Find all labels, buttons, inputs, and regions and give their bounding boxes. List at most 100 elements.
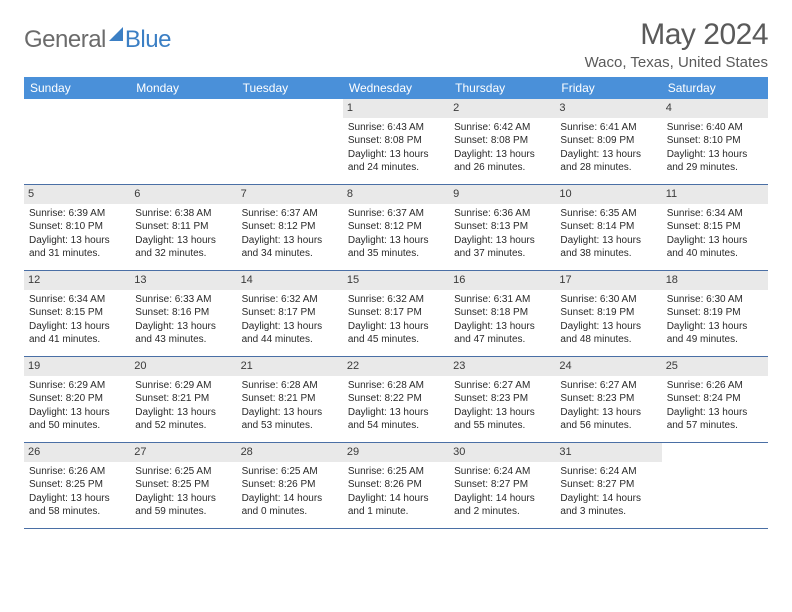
- sunset-line: Sunset: 8:25 PM: [29, 478, 125, 492]
- day-number: 19: [24, 357, 130, 376]
- week-row: 26Sunrise: 6:26 AMSunset: 8:25 PMDayligh…: [24, 443, 768, 529]
- daylight-line: Daylight: 13 hours and 28 minutes.: [560, 148, 656, 175]
- weekday-cell: Sunday: [24, 77, 130, 99]
- sunset-line: Sunset: 8:17 PM: [348, 306, 444, 320]
- sunset-line: Sunset: 8:10 PM: [667, 134, 763, 148]
- weekday-cell: Wednesday: [343, 77, 449, 99]
- day-cell: 12Sunrise: 6:34 AMSunset: 8:15 PMDayligh…: [24, 271, 130, 356]
- week-row: 12Sunrise: 6:34 AMSunset: 8:15 PMDayligh…: [24, 271, 768, 357]
- day-cell: 1Sunrise: 6:43 AMSunset: 8:08 PMDaylight…: [343, 99, 449, 184]
- calendar-weeks: ...1Sunrise: 6:43 AMSunset: 8:08 PMDayli…: [24, 99, 768, 529]
- day-number: 20: [130, 357, 236, 376]
- sunset-line: Sunset: 8:11 PM: [135, 220, 231, 234]
- day-cell: 30Sunrise: 6:24 AMSunset: 8:27 PMDayligh…: [449, 443, 555, 528]
- sunset-line: Sunset: 8:27 PM: [454, 478, 550, 492]
- sunrise-line: Sunrise: 6:32 AM: [242, 293, 338, 307]
- sunset-line: Sunset: 8:27 PM: [560, 478, 656, 492]
- day-number: 5: [24, 185, 130, 204]
- sunrise-line: Sunrise: 6:35 AM: [560, 207, 656, 221]
- sunset-line: Sunset: 8:14 PM: [560, 220, 656, 234]
- sunrise-line: Sunrise: 6:34 AM: [667, 207, 763, 221]
- sunrise-line: Sunrise: 6:26 AM: [29, 465, 125, 479]
- day-cell: 29Sunrise: 6:25 AMSunset: 8:26 PMDayligh…: [343, 443, 449, 528]
- brand-triangle-icon: [109, 27, 123, 41]
- day-cell: 28Sunrise: 6:25 AMSunset: 8:26 PMDayligh…: [237, 443, 343, 528]
- sunrise-line: Sunrise: 6:30 AM: [560, 293, 656, 307]
- day-number: 18: [662, 271, 768, 290]
- day-number: 21: [237, 357, 343, 376]
- sunset-line: Sunset: 8:26 PM: [348, 478, 444, 492]
- day-number: 22: [343, 357, 449, 376]
- sunset-line: Sunset: 8:20 PM: [29, 392, 125, 406]
- day-cell: 23Sunrise: 6:27 AMSunset: 8:23 PMDayligh…: [449, 357, 555, 442]
- day-number: 31: [555, 443, 661, 462]
- sunrise-line: Sunrise: 6:28 AM: [348, 379, 444, 393]
- sunset-line: Sunset: 8:19 PM: [667, 306, 763, 320]
- day-cell: 3Sunrise: 6:41 AMSunset: 8:09 PMDaylight…: [555, 99, 661, 184]
- sunset-line: Sunset: 8:08 PM: [348, 134, 444, 148]
- day-number: 28: [237, 443, 343, 462]
- sunset-line: Sunset: 8:09 PM: [560, 134, 656, 148]
- day-cell: 5Sunrise: 6:39 AMSunset: 8:10 PMDaylight…: [24, 185, 130, 270]
- day-number: 7: [237, 185, 343, 204]
- sunset-line: Sunset: 8:10 PM: [29, 220, 125, 234]
- day-number: 10: [555, 185, 661, 204]
- sunrise-line: Sunrise: 6:39 AM: [29, 207, 125, 221]
- sunrise-line: Sunrise: 6:26 AM: [667, 379, 763, 393]
- daylight-line: Daylight: 13 hours and 53 minutes.: [242, 406, 338, 433]
- daylight-line: Daylight: 13 hours and 38 minutes.: [560, 234, 656, 261]
- sunset-line: Sunset: 8:08 PM: [454, 134, 550, 148]
- page-header: General Blue May 2024 Waco, Texas, Unite…: [24, 18, 768, 71]
- sunset-line: Sunset: 8:26 PM: [242, 478, 338, 492]
- day-number: 11: [662, 185, 768, 204]
- sunrise-line: Sunrise: 6:43 AM: [348, 121, 444, 135]
- sunset-line: Sunset: 8:23 PM: [560, 392, 656, 406]
- daylight-line: Daylight: 13 hours and 34 minutes.: [242, 234, 338, 261]
- day-number: 15: [343, 271, 449, 290]
- day-number: 25: [662, 357, 768, 376]
- brand-part1: General: [24, 26, 106, 54]
- daylight-line: Daylight: 13 hours and 49 minutes.: [667, 320, 763, 347]
- brand-part2: Blue: [125, 26, 171, 54]
- day-cell: .: [24, 99, 130, 184]
- day-number: 23: [449, 357, 555, 376]
- daylight-line: Daylight: 13 hours and 48 minutes.: [560, 320, 656, 347]
- sunrise-line: Sunrise: 6:28 AM: [242, 379, 338, 393]
- day-cell: 6Sunrise: 6:38 AMSunset: 8:11 PMDaylight…: [130, 185, 236, 270]
- day-number: 1: [343, 99, 449, 118]
- day-cell: 16Sunrise: 6:31 AMSunset: 8:18 PMDayligh…: [449, 271, 555, 356]
- sunrise-line: Sunrise: 6:37 AM: [242, 207, 338, 221]
- day-cell: 27Sunrise: 6:25 AMSunset: 8:25 PMDayligh…: [130, 443, 236, 528]
- sunset-line: Sunset: 8:22 PM: [348, 392, 444, 406]
- daylight-line: Daylight: 13 hours and 47 minutes.: [454, 320, 550, 347]
- day-cell: 4Sunrise: 6:40 AMSunset: 8:10 PMDaylight…: [662, 99, 768, 184]
- sunset-line: Sunset: 8:19 PM: [560, 306, 656, 320]
- day-cell: 20Sunrise: 6:29 AMSunset: 8:21 PMDayligh…: [130, 357, 236, 442]
- weekday-cell: Monday: [130, 77, 236, 99]
- sunrise-line: Sunrise: 6:38 AM: [135, 207, 231, 221]
- daylight-line: Daylight: 13 hours and 58 minutes.: [29, 492, 125, 519]
- day-cell: 24Sunrise: 6:27 AMSunset: 8:23 PMDayligh…: [555, 357, 661, 442]
- day-number: 29: [343, 443, 449, 462]
- sunrise-line: Sunrise: 6:33 AM: [135, 293, 231, 307]
- daylight-line: Daylight: 14 hours and 0 minutes.: [242, 492, 338, 519]
- day-cell: 21Sunrise: 6:28 AMSunset: 8:21 PMDayligh…: [237, 357, 343, 442]
- daylight-line: Daylight: 14 hours and 1 minute.: [348, 492, 444, 519]
- daylight-line: Daylight: 13 hours and 35 minutes.: [348, 234, 444, 261]
- title-block: May 2024 Waco, Texas, United States: [585, 18, 768, 71]
- day-cell: 13Sunrise: 6:33 AMSunset: 8:16 PMDayligh…: [130, 271, 236, 356]
- sunrise-line: Sunrise: 6:24 AM: [454, 465, 550, 479]
- day-number: 17: [555, 271, 661, 290]
- daylight-line: Daylight: 13 hours and 52 minutes.: [135, 406, 231, 433]
- sunset-line: Sunset: 8:24 PM: [667, 392, 763, 406]
- daylight-line: Daylight: 14 hours and 3 minutes.: [560, 492, 656, 519]
- daylight-line: Daylight: 13 hours and 41 minutes.: [29, 320, 125, 347]
- sunrise-line: Sunrise: 6:29 AM: [29, 379, 125, 393]
- day-cell: 10 Sunrise: 6:35 AMSunset: 8:14 PMDayligh…: [555, 185, 661, 270]
- sunrise-line: Sunrise: 6:27 AM: [560, 379, 656, 393]
- day-cell: .: [130, 99, 236, 184]
- daylight-line: Daylight: 14 hours and 2 minutes.: [454, 492, 550, 519]
- sunset-line: Sunset: 8:18 PM: [454, 306, 550, 320]
- location-text: Waco, Texas, United States: [585, 54, 768, 71]
- daylight-line: Daylight: 13 hours and 37 minutes.: [454, 234, 550, 261]
